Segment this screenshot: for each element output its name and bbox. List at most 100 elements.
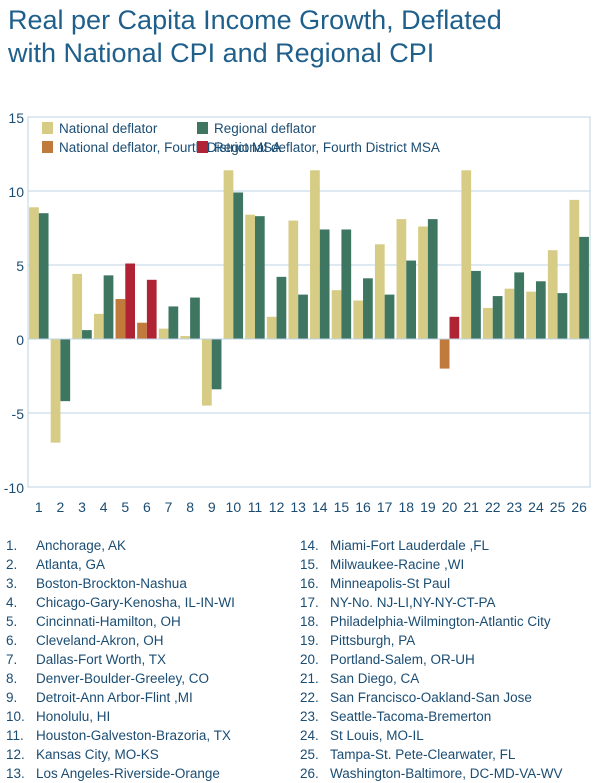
bar-regional-deflator-10: [233, 192, 244, 339]
x-tick-label: 11: [248, 499, 263, 515]
area-number: 23.: [300, 709, 319, 724]
bar-regional-deflator-7: [168, 306, 179, 339]
area-number: 18.: [300, 614, 319, 629]
area-name: Minneapolis-St Paul: [330, 576, 451, 591]
bar-national-deflator-7: [158, 328, 169, 339]
bar-national-deflator-fourth-district-msa-20: [439, 339, 450, 369]
bar-regional-deflator-15: [341, 229, 352, 339]
bar-national-deflator-4: [93, 313, 104, 339]
bar-national-deflator-8: [180, 336, 191, 339]
area-number: 24.: [300, 728, 319, 743]
area-key-item: 22. San Francisco-Oakland-San Jose: [300, 688, 600, 707]
chart-title: Real per Capita Income Growth, Deflated …: [8, 4, 593, 70]
x-tick-label: 22: [485, 499, 501, 515]
area-key-item: 7. Dallas-Fort Worth, TX: [6, 650, 296, 669]
x-tick-label: 16: [355, 499, 371, 515]
x-tick-label: 15: [334, 499, 350, 515]
area-number: 12.: [6, 747, 25, 762]
bar-national-deflator-9: [202, 339, 212, 406]
area-key-item: 18. Philadelphia-Wilmington-Atlantic City: [300, 612, 600, 631]
legend-label: Regional deflator, Fourth District MSA: [214, 140, 440, 155]
area-number: 10.: [6, 709, 25, 724]
bar-national-deflator-11: [245, 214, 255, 339]
area-name: Detroit-Ann Arbor-Flint ,MI: [36, 690, 193, 705]
bar-national-deflator-25: [547, 250, 558, 339]
y-tick-label: 5: [16, 258, 24, 274]
legend-swatch: [197, 122, 208, 134]
area-key-item: 16. Minneapolis-St Paul: [300, 574, 600, 593]
area-key-item: 14. Miami-Fort Lauderdale ,FL: [300, 536, 600, 555]
area-number: 15.: [300, 557, 319, 572]
area-number: 14.: [300, 538, 319, 553]
bar-national-deflator-10: [223, 170, 234, 339]
bar-regional-deflator-26: [579, 236, 589, 339]
area-name: Portland-Salem, OR-UH: [330, 652, 475, 667]
y-tick-label: -5: [12, 406, 25, 422]
area-number: 16.: [300, 576, 319, 591]
bar-regional-deflator-2: [60, 339, 71, 402]
title-line-1: Real per Capita Income Growth, Deflated: [8, 5, 502, 35]
area-name: Los Angeles-Riverside-Orange: [36, 766, 220, 781]
x-tick-label: 26: [571, 499, 587, 515]
area-key-item: 5. Cincinnati-Hamilton, OH: [6, 612, 296, 631]
y-tick-label: 0: [16, 332, 24, 348]
legend-swatch: [197, 141, 208, 153]
area-number: 2.: [6, 557, 18, 572]
area-name: San Francisco-Oakland-San Jose: [330, 690, 532, 705]
bar-national-deflator-14: [310, 170, 320, 339]
x-tick-label: 20: [442, 499, 458, 515]
x-tick-label: 6: [143, 499, 151, 515]
area-key-item: 20. Portland-Salem, OR-UH: [300, 650, 600, 669]
area-key-item: 4. Chicago-Gary-Kenosha, IL-IN-WI: [6, 593, 296, 612]
bar-national-deflator-17: [374, 244, 385, 339]
area-name: Miami-Fort Lauderdale ,FL: [330, 538, 490, 553]
y-tick-label: 10: [8, 184, 24, 200]
x-tick-label: 25: [550, 499, 566, 515]
area-name: Boston-Brockton-Nashua: [36, 576, 187, 591]
bar-national-deflator-3: [72, 273, 83, 339]
bar-national-deflator-13: [288, 220, 299, 339]
area-name: Cincinnati-Hamilton, OH: [36, 614, 181, 629]
x-tick-label: 9: [208, 499, 216, 515]
bar-regional-deflator-19: [427, 219, 438, 339]
area-number: 11.: [6, 728, 24, 743]
area-key-item: 3. Boston-Brockton-Nashua: [6, 574, 296, 593]
bar-national-deflator-16: [353, 300, 364, 339]
bar-regional-deflator-16: [363, 278, 373, 339]
area-number: 26.: [300, 766, 319, 781]
area-name: Seattle-Tacoma-Bremerton: [330, 709, 492, 724]
area-name: Philadelphia-Wilmington-Atlantic City: [330, 614, 551, 629]
area-key-item: 15. Milwaukee-Racine ,WI: [300, 555, 600, 574]
area-key-item: 17. NY-No. NJ-LI,NY-NY-CT-PA: [300, 593, 600, 612]
x-tick-label: 19: [420, 499, 436, 515]
area-key-item: 1. Anchorage, AK: [6, 536, 296, 555]
x-tick-label: 8: [186, 499, 194, 515]
area-key-item: 12. Kansas City, MO-KS: [6, 745, 296, 764]
area-name: St Louis, MO-IL: [330, 728, 424, 743]
x-tick-label: 7: [165, 499, 173, 515]
x-tick-label: 3: [78, 499, 86, 515]
area-key-item: 6. Cleveland-Akron, OH: [6, 631, 296, 650]
bar-national-deflator-24: [526, 291, 536, 339]
bar-national-deflator-2: [50, 339, 61, 443]
bar-national-deflator-19: [418, 226, 428, 339]
area-key-item: 21. San Diego, CA: [300, 669, 600, 688]
x-tick-label: 18: [398, 499, 414, 515]
bar-national-deflator-fourth-district-msa-6: [137, 322, 147, 339]
area-name: Anchorage, AK: [36, 538, 127, 553]
bar-regional-deflator-25: [557, 293, 568, 339]
area-key-item: 2. Atlanta, GA: [6, 555, 296, 574]
bar-regional-deflator-21: [471, 270, 481, 339]
area-number: 3.: [6, 576, 18, 591]
bar-regional-deflator-11: [254, 216, 265, 339]
area-name: NY-No. NJ-LI,NY-NY-CT-PA: [330, 595, 496, 610]
bar-regional-deflator-17: [384, 294, 395, 339]
area-name: Honolulu, HI: [36, 709, 111, 724]
bar-regional-deflator-1: [38, 213, 49, 339]
title-line-2: with National CPI and Regional CPI: [8, 38, 435, 68]
bar-regional-deflator-fourth-district-msa-20: [449, 316, 460, 339]
area-name: Tampa-St. Pete-Clearwater, FL: [330, 747, 516, 762]
bar-regional-deflator-22: [492, 296, 503, 339]
x-tick-label: 13: [290, 499, 306, 515]
area-number: 25.: [300, 747, 319, 762]
